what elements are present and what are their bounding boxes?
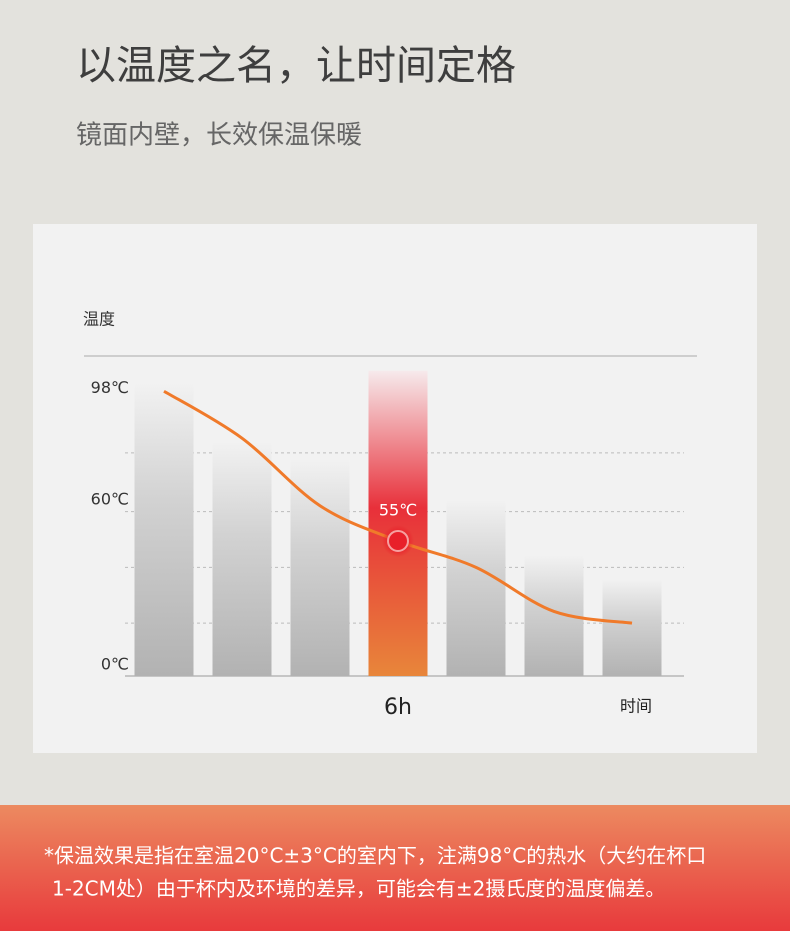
y-axis-label: 温度: [83, 310, 115, 329]
bar: [446, 499, 506, 676]
footer-line: *保温效果是指在室温20°C±3°C的室内下，注满98°C的热水（大约在杯口: [44, 844, 706, 868]
x-axis-label: 时间: [620, 697, 652, 716]
x-tick-label: 6h: [384, 695, 412, 720]
plot: 温度 0℃ 60℃ 98℃ 6h 时间 55℃: [83, 310, 697, 720]
bar: [134, 382, 194, 676]
bar: [368, 370, 428, 676]
bar: [602, 579, 662, 676]
title: 以温度之名，让时间定格: [76, 43, 516, 89]
bar: [212, 441, 272, 676]
highlight-label: 55℃: [379, 500, 417, 519]
bar: [290, 458, 350, 676]
subtitle: 镜面内壁，长效保温保暖: [76, 121, 362, 151]
y-tick-label: 98℃: [91, 378, 129, 397]
footer-band: [0, 805, 790, 931]
highlight-point: [387, 529, 409, 552]
y-tick-label: 60℃: [91, 489, 129, 508]
footer-line: 1-2CM处）由于杯内及环境的差异，可能会有±2摄氏度的温度偏差。: [52, 877, 665, 901]
y-tick-label: 0℃: [101, 655, 129, 674]
